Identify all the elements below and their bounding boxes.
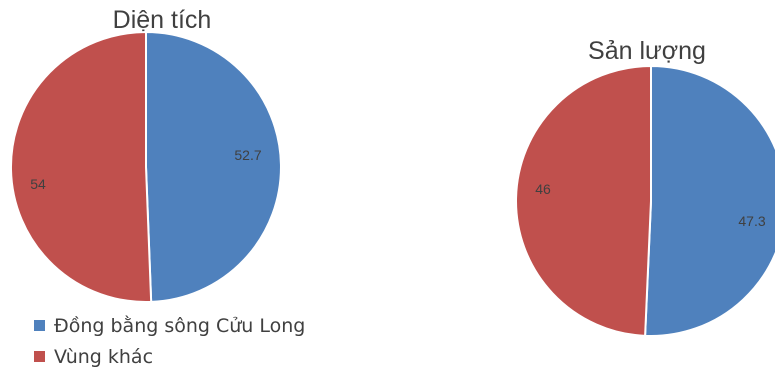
pie-chart-dien-tich: Diện tích 52.7 54 [9,6,282,303]
chart-title-san-luong: Sản lượng [588,37,706,65]
data-label-dien-tich-vung-khac: 54 [30,176,46,192]
pie-chart-san-luong: Sản lượng 47.3 46 [515,37,775,337]
legend-swatch-vung-khac [34,351,45,362]
data-label-dien-tich-dbscl: 52.7 [234,147,261,163]
legend-item-dbscl: Đồng bằng sông Cửu Long [34,310,305,341]
pie-slices-san-luong [515,64,775,337]
data-label-san-luong-vung-khac: 46 [535,181,551,197]
legend: Đồng bằng sông Cửu Long Vùng khác [34,310,305,372]
data-label-san-luong-dbscl: 47.3 [738,213,765,229]
pie-slice-san-luong-vung-khac [515,64,652,337]
legend-label-vung-khac: Vùng khác [54,345,154,368]
legend-swatch-dbscl [34,320,45,331]
pie-slice-san-luong-dbscl [644,64,775,337]
pie-slice-dien-tich-dbscl [145,30,282,303]
legend-item-vung-khac: Vùng khác [34,341,305,372]
chart-title-dien-tich: Diện tích [113,6,212,34]
pie-slices-dien-tich [9,30,282,303]
legend-label-dbscl: Đồng bằng sông Cửu Long [54,314,306,337]
pie-slice-dien-tich-vung-khac [9,30,153,303]
